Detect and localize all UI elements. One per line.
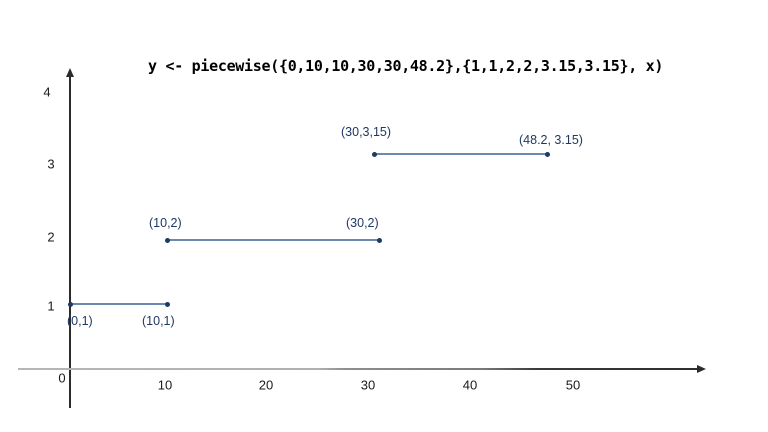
point-label-10-1: (10,1) bbox=[142, 314, 175, 328]
point-label-10-2: (10,2) bbox=[149, 216, 182, 230]
point-label-0-1: (0,1) bbox=[67, 314, 93, 328]
x-axis-arrow-icon bbox=[697, 364, 706, 373]
y-tick-label-3: 3 bbox=[47, 156, 55, 172]
data-point-48.2-3.15 bbox=[544, 151, 550, 157]
origin-label: 0 bbox=[58, 370, 66, 386]
x-tick-label-40: 40 bbox=[462, 377, 478, 393]
segment-line-2 bbox=[167, 239, 379, 241]
x-tick-label-30: 30 bbox=[360, 377, 376, 393]
data-point-30-2 bbox=[376, 237, 382, 243]
point-label-48.2-3.15: (48.2, 3.15) bbox=[519, 133, 583, 147]
data-point-0-1 bbox=[67, 301, 73, 307]
data-point-10-2 bbox=[164, 237, 170, 243]
segment-line-3 bbox=[374, 153, 547, 155]
point-label-30-2: (30,2) bbox=[346, 216, 379, 230]
y-tick-label-4: 4 bbox=[43, 84, 51, 100]
segment-line-1 bbox=[70, 303, 167, 305]
x-tick-label-10: 10 bbox=[157, 377, 173, 393]
y-tick-label-1: 1 bbox=[47, 298, 55, 314]
y-axis-arrow-icon bbox=[65, 68, 74, 77]
data-point-10-1 bbox=[164, 301, 170, 307]
y-tick-label-2: 2 bbox=[47, 229, 55, 245]
plot-title: y <- piecewise({0,10,10,30,30,48.2},{1,1… bbox=[148, 57, 664, 75]
x-tick-label-50: 50 bbox=[565, 377, 581, 393]
point-label-30-3.15: (30,3,15) bbox=[341, 125, 392, 139]
data-point-30-3.15 bbox=[371, 151, 377, 157]
x-tick-label-20: 20 bbox=[258, 377, 274, 393]
x-axis bbox=[18, 368, 700, 371]
y-axis bbox=[69, 76, 71, 408]
